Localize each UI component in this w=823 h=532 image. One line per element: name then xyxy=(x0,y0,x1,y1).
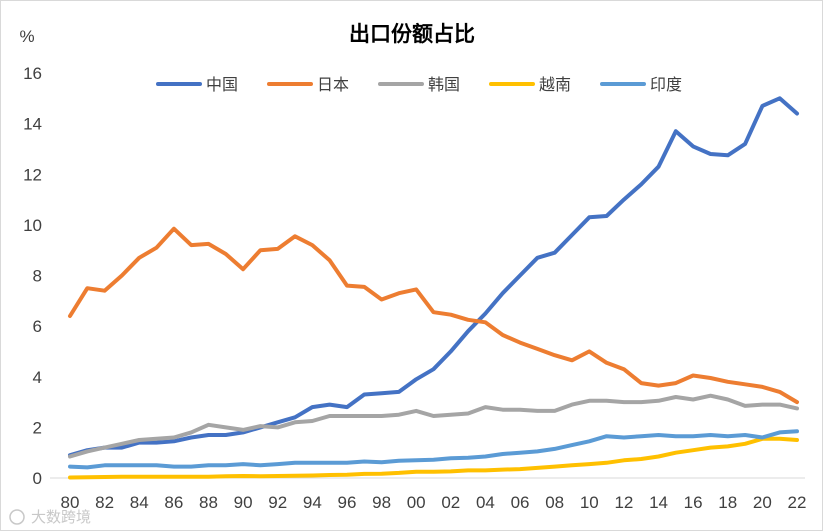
y-tick-label: 2 xyxy=(33,418,42,437)
series-line-日本 xyxy=(68,226,799,405)
y-tick-label: 4 xyxy=(33,368,42,387)
x-tick-label: 92 xyxy=(268,493,287,512)
x-tick-label: 14 xyxy=(649,493,668,512)
x-tick-label: 18 xyxy=(718,493,737,512)
legend-label: 印度 xyxy=(650,75,682,94)
legend-label: 中国 xyxy=(206,75,238,94)
x-tick-label: 04 xyxy=(476,493,495,512)
x-tick-label: 08 xyxy=(545,493,564,512)
x-tick-label: 10 xyxy=(580,493,599,512)
x-tick-label: 86 xyxy=(164,493,183,512)
x-tick-label: 88 xyxy=(199,493,218,512)
series-line-越南 xyxy=(68,436,799,480)
series-lines xyxy=(68,96,799,480)
x-tick-label: 98 xyxy=(372,493,391,512)
x-tick-label: 00 xyxy=(407,493,426,512)
x-tick-label: 12 xyxy=(614,493,633,512)
y-tick-label: 16 xyxy=(23,64,42,83)
series-line-印度 xyxy=(68,429,799,470)
y-tick-label: 14 xyxy=(23,115,42,134)
x-tick-label: 82 xyxy=(95,493,114,512)
x-tick-label: 22 xyxy=(788,493,807,512)
x-tick-label: 94 xyxy=(303,493,322,512)
x-tick-label: 02 xyxy=(441,493,460,512)
legend: 中国 日本 韩国 越南 印度 xyxy=(156,75,682,94)
x-tick-label: 84 xyxy=(130,493,149,512)
legend-label: 日本 xyxy=(317,75,349,94)
x-tick-label: 96 xyxy=(337,493,356,512)
y-tick-label: 12 xyxy=(23,165,42,184)
series-line-韩国 xyxy=(68,393,799,459)
y-tick-label: 10 xyxy=(23,216,42,235)
y-tick-label: 0 xyxy=(33,469,42,488)
watermark-text: 大数跨境 xyxy=(31,508,91,526)
x-tick-label: 90 xyxy=(234,493,253,512)
x-tick-label: 16 xyxy=(684,493,703,512)
x-tick-label: 06 xyxy=(511,493,530,512)
y-tick-label: 6 xyxy=(33,317,42,336)
y-tick-label: 8 xyxy=(33,267,42,286)
watermark-logo-icon xyxy=(9,509,25,525)
x-tick-label: 80 xyxy=(61,493,80,512)
chart-title: 出口份额占比 xyxy=(349,21,475,46)
y-axis-ticks: 0 2 4 6 8 10 12 14 16 xyxy=(23,64,42,488)
series-line-中国 xyxy=(68,96,799,458)
y-axis-unit-label: % xyxy=(19,27,34,46)
legend-label: 越南 xyxy=(539,75,571,94)
watermark: 大数跨境 xyxy=(9,508,91,526)
x-tick-label: 20 xyxy=(753,493,772,512)
x-axis-ticks: 80 82 84 86 88 90 92 94 96 98 00 02 04 06 08 10 12 14 16 18… xyxy=(61,493,807,512)
legend-label: 韩国 xyxy=(428,75,460,94)
